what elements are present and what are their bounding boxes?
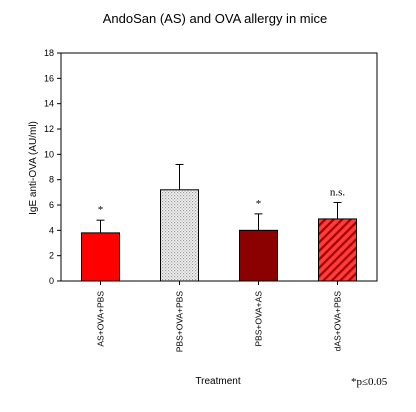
bar <box>81 232 120 282</box>
y-tick-label: 14 <box>44 99 54 109</box>
y-tick-label: 12 <box>44 124 54 134</box>
y-tick-label: 16 <box>44 73 54 83</box>
x-tick-label: AS+OVA+PBS <box>96 291 106 347</box>
y-tick-label: 4 <box>49 225 54 235</box>
x-axis-label: Treatment <box>195 376 240 387</box>
y-tick-label: 0 <box>49 276 54 286</box>
x-tick-label: dAS+OVA+PBS <box>333 291 343 352</box>
y-tick-label: 10 <box>44 149 54 159</box>
y-axis-label: IgE anti-OVA (AU/ml) <box>28 121 39 215</box>
significance-marker: * <box>98 204 104 216</box>
y-tick-label: 18 <box>44 48 54 58</box>
significance-marker: * <box>256 198 262 210</box>
significance-footnote: *p≤0.05 <box>351 376 388 388</box>
significance-marker: n.s. <box>330 186 346 198</box>
bar <box>239 229 278 282</box>
y-tick-label: 6 <box>49 200 54 210</box>
chart-title: AndoSan (AS) and OVA allergy in mice <box>103 11 328 26</box>
x-tick-label: PBS+OVA+PBS <box>175 291 185 353</box>
plot-frame <box>60 52 378 282</box>
y-tick-label: 2 <box>49 251 54 261</box>
plot-area: 0 2 4 6 8 10 12 14 16 18 * AS+OVA+PBS PBS+OVA+PBS * PB… <box>44 48 378 353</box>
y-tick-label: 8 <box>49 175 54 185</box>
bar <box>318 218 357 282</box>
bar <box>160 189 199 282</box>
x-tick-label: PBS+OVA+AS <box>254 291 264 347</box>
